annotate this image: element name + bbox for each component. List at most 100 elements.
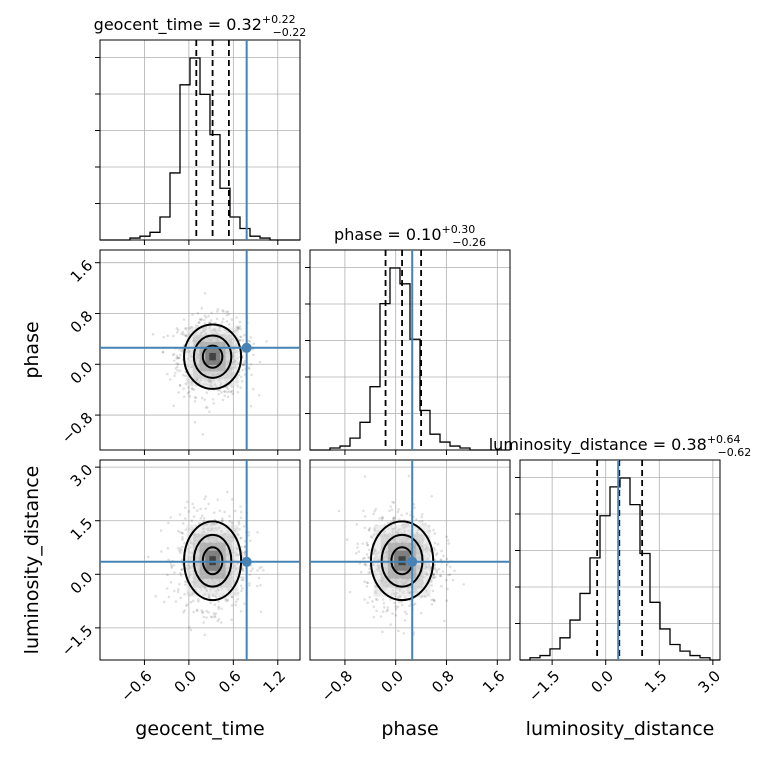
scatter-point bbox=[194, 324, 198, 327]
scatter-point bbox=[420, 520, 424, 523]
scatter-point bbox=[394, 605, 398, 608]
y-axis-label-luminosity_distance: luminosity_distance bbox=[21, 466, 43, 655]
scatter-point bbox=[199, 517, 203, 520]
scatter-point bbox=[248, 340, 252, 343]
scatter-point bbox=[206, 406, 209, 409]
scatter-point bbox=[415, 518, 418, 521]
scatter-point bbox=[217, 617, 221, 621]
scatter-point bbox=[390, 508, 394, 512]
panel-frame bbox=[99, 249, 301, 451]
scatter-point bbox=[441, 570, 445, 573]
scatter-point bbox=[241, 569, 245, 573]
scatter-point bbox=[439, 574, 443, 578]
scatter-point bbox=[439, 558, 443, 562]
x-tick-label: 1.6 bbox=[479, 667, 509, 697]
scatter-point bbox=[178, 582, 181, 586]
scatter-point bbox=[172, 404, 176, 408]
scatter-point bbox=[203, 318, 206, 322]
scatter-point bbox=[366, 581, 370, 585]
scatter-point bbox=[221, 517, 224, 520]
scatter-point bbox=[357, 550, 361, 553]
scatter-point bbox=[205, 609, 208, 613]
scatter-point bbox=[146, 555, 150, 559]
contour-line bbox=[183, 323, 243, 390]
scatter-point bbox=[430, 580, 433, 584]
scatter-point bbox=[184, 382, 188, 386]
scatter-point bbox=[182, 333, 186, 336]
scatter-point bbox=[249, 362, 253, 366]
scatter-point bbox=[178, 369, 182, 373]
scatter-point bbox=[161, 350, 165, 354]
scatter-point bbox=[217, 392, 221, 396]
scatter-point bbox=[243, 359, 247, 363]
scatter-point bbox=[202, 621, 205, 624]
scatter-point bbox=[372, 615, 376, 619]
scatter-point bbox=[433, 532, 437, 535]
scatter-point bbox=[258, 360, 262, 364]
scatter-point bbox=[243, 550, 247, 554]
scatter-point bbox=[385, 609, 389, 613]
scatter-point bbox=[249, 404, 253, 408]
scatter-point bbox=[178, 383, 182, 387]
scatter-point bbox=[247, 367, 251, 371]
scatter-point bbox=[413, 506, 416, 509]
scatter-point bbox=[393, 601, 397, 605]
scatter-point bbox=[192, 388, 196, 391]
scatter-point bbox=[184, 583, 187, 586]
scatter-point bbox=[382, 602, 386, 605]
scatter-point bbox=[175, 354, 179, 358]
scatter-point bbox=[226, 598, 230, 602]
scatter-point bbox=[192, 506, 196, 510]
scatter-point bbox=[432, 573, 436, 577]
scatter-point bbox=[221, 519, 224, 522]
scatter-point bbox=[435, 569, 439, 572]
scatter-point bbox=[223, 390, 227, 393]
density-block bbox=[209, 556, 216, 566]
scatter-point bbox=[248, 573, 251, 576]
scatter-point bbox=[443, 619, 446, 623]
y-tick-label: 1.5 bbox=[67, 514, 97, 544]
scatter-point bbox=[383, 605, 386, 609]
y-tick-label: −1.5 bbox=[58, 621, 96, 659]
scatter-point bbox=[218, 389, 222, 392]
y-tick-label: 0.0 bbox=[67, 568, 97, 598]
scatter-point bbox=[356, 542, 359, 546]
scatter-point bbox=[248, 581, 251, 585]
x-tick-label: 1.5 bbox=[641, 667, 671, 697]
scatter-point bbox=[374, 507, 378, 511]
scatter-point bbox=[184, 506, 187, 509]
scatter-point bbox=[184, 517, 187, 520]
scatter-point bbox=[451, 578, 455, 582]
scatter-point bbox=[363, 475, 367, 478]
scatter-point bbox=[171, 353, 175, 357]
scatter-point bbox=[214, 612, 218, 615]
scatter-point bbox=[241, 568, 245, 571]
scatter-point bbox=[240, 379, 244, 383]
scatter-point bbox=[211, 397, 215, 401]
scatter-point bbox=[251, 567, 255, 570]
scatter-point bbox=[204, 406, 208, 409]
scatter-point bbox=[418, 520, 422, 523]
scatter-point bbox=[165, 372, 169, 376]
scatter-point bbox=[348, 590, 352, 594]
scatter-point bbox=[391, 612, 394, 615]
title-luminosity_distance: luminosity_distance = 0.38+0.64 −0.62 bbox=[489, 433, 752, 459]
scatter-point bbox=[371, 600, 374, 603]
scatter-point bbox=[191, 387, 194, 391]
scatter-point bbox=[446, 587, 449, 591]
scatter-point bbox=[430, 603, 434, 606]
scatter-point bbox=[168, 378, 172, 381]
scatter-point bbox=[356, 546, 359, 549]
scatter-point bbox=[226, 310, 230, 313]
scatter-point bbox=[442, 554, 445, 558]
scatter-point bbox=[198, 521, 201, 525]
scatter-point bbox=[203, 322, 207, 325]
scatter-point bbox=[365, 584, 369, 588]
scatter-point bbox=[448, 573, 452, 576]
scatter-point bbox=[257, 393, 261, 397]
scatter-point bbox=[197, 600, 200, 603]
scatter-point bbox=[190, 387, 194, 390]
panel-frame bbox=[99, 39, 301, 241]
scatter-point bbox=[170, 566, 173, 570]
density-block bbox=[398, 556, 406, 566]
